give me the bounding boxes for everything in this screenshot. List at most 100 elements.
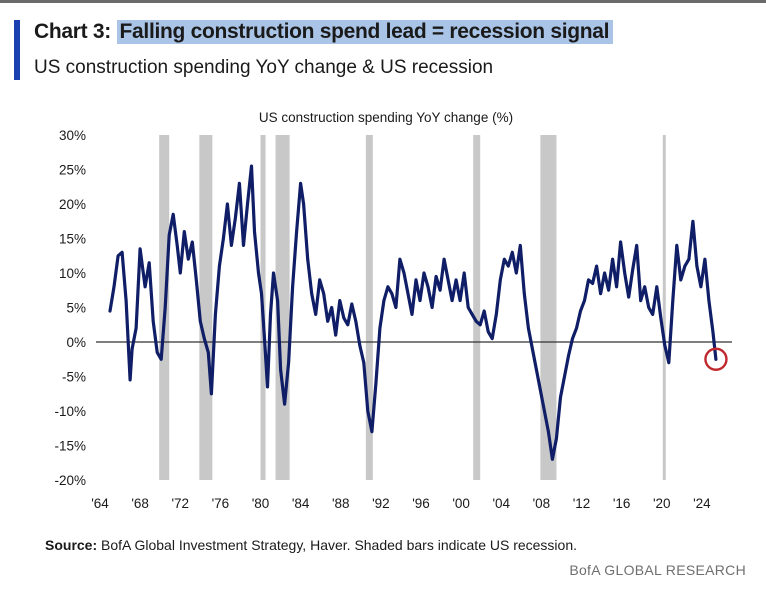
data-point <box>350 302 353 306</box>
data-point <box>434 275 438 278</box>
data-point <box>394 306 398 309</box>
data-point <box>207 351 210 354</box>
data-point <box>176 244 179 247</box>
data-point <box>523 292 526 295</box>
data-point <box>527 327 530 330</box>
x-tick-label: '04 <box>492 496 510 511</box>
data-point <box>218 264 221 268</box>
y-tick-label: 30% <box>59 128 86 143</box>
data-point <box>342 316 345 320</box>
data-point <box>134 327 138 330</box>
data-point <box>643 285 646 288</box>
data-point <box>651 313 654 316</box>
title-accent-bar <box>14 20 20 80</box>
data-point <box>230 244 233 247</box>
y-tick-label: 20% <box>59 197 86 212</box>
data-point <box>318 278 321 282</box>
data-point <box>563 375 566 378</box>
y-tick-label: 0% <box>66 335 86 350</box>
data-point <box>663 344 666 347</box>
data-point <box>306 258 309 261</box>
recession-band-1 <box>199 135 213 480</box>
data-point <box>487 330 490 333</box>
x-tick-label: '00 <box>452 496 470 511</box>
data-point <box>266 385 269 389</box>
data-point <box>128 378 132 382</box>
data-point <box>422 271 426 275</box>
recession-band-6 <box>540 135 557 480</box>
data-point <box>378 327 382 330</box>
data-point <box>143 285 147 288</box>
data-point <box>714 358 718 361</box>
data-point <box>567 354 570 357</box>
source-text: BofA Global Investment Strategy, Haver. … <box>101 537 578 553</box>
x-tick-label: '64 <box>91 496 109 511</box>
data-point <box>599 292 602 295</box>
data-point <box>627 295 630 299</box>
data-point <box>418 299 422 302</box>
data-point <box>250 164 253 168</box>
data-point <box>495 313 498 316</box>
data-point <box>358 344 362 347</box>
data-point <box>172 213 175 216</box>
x-tick-label: '24 <box>693 496 711 511</box>
data-point <box>703 258 707 261</box>
data-point <box>179 271 182 275</box>
data-point <box>334 333 337 337</box>
data-point <box>470 313 474 316</box>
data-point <box>579 309 582 313</box>
data-point <box>442 258 446 261</box>
data-point <box>314 313 317 316</box>
data-point <box>575 327 578 330</box>
data-point <box>116 254 120 257</box>
data-point <box>679 278 683 282</box>
data-point <box>374 382 378 385</box>
data-point <box>414 278 418 282</box>
data-point <box>291 285 294 288</box>
data-point <box>595 264 598 268</box>
data-point <box>507 264 510 268</box>
data-point <box>295 230 298 233</box>
data-point <box>210 392 213 395</box>
data-point <box>370 430 374 433</box>
x-tick-label: '88 <box>332 496 350 511</box>
data-point <box>623 271 626 275</box>
data-point <box>479 323 482 326</box>
data-point <box>583 299 586 302</box>
data-point <box>124 299 128 302</box>
data-point <box>253 230 256 233</box>
data-point <box>707 299 711 302</box>
data-point <box>354 320 358 323</box>
data-point <box>222 237 225 240</box>
data-point <box>511 251 514 254</box>
chart-area: US construction spending YoY change (%) -… <box>0 100 766 520</box>
data-point <box>687 258 691 261</box>
data-point <box>474 320 478 323</box>
data-point <box>199 320 202 323</box>
data-point <box>667 361 670 364</box>
data-point <box>164 306 167 309</box>
data-point <box>263 337 266 340</box>
data-point <box>515 271 518 275</box>
data-point <box>483 309 486 313</box>
line-chart: US construction spending YoY change (%) -… <box>54 110 732 511</box>
x-tick-label: '92 <box>372 496 390 511</box>
data-point <box>195 278 198 282</box>
data-point <box>454 278 458 282</box>
data-point <box>191 240 194 244</box>
data-point <box>631 268 634 271</box>
data-point <box>535 368 538 371</box>
data-point <box>326 320 329 323</box>
x-tick-label: '12 <box>573 496 591 511</box>
y-tick-label: -15% <box>54 439 86 454</box>
data-point <box>695 264 699 268</box>
data-point <box>499 278 502 282</box>
data-point <box>587 278 590 282</box>
data-point <box>269 313 272 316</box>
top-rule <box>0 0 766 3</box>
data-point <box>410 313 414 316</box>
data-point <box>214 313 217 316</box>
data-point <box>675 244 679 247</box>
data-point <box>611 258 614 261</box>
latest-value-highlight-circle <box>704 347 728 371</box>
